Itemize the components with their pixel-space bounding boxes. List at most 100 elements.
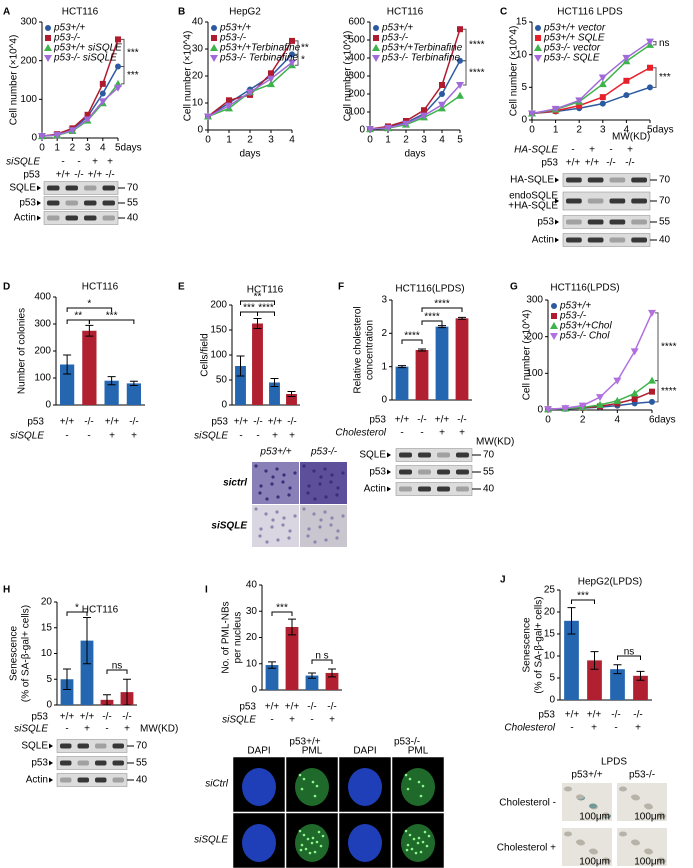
y-tick-label: 0 bbox=[197, 125, 203, 136]
pml-body bbox=[419, 794, 423, 798]
pml-body bbox=[321, 834, 325, 838]
condition-value: + bbox=[131, 431, 137, 442]
y-tick-label: 50 bbox=[216, 375, 228, 386]
blot-band bbox=[609, 198, 626, 204]
point bbox=[288, 59, 296, 67]
error-bar bbox=[63, 354, 72, 375]
legend-marker bbox=[45, 25, 51, 31]
x-tick-label: 0 bbox=[39, 143, 45, 154]
blot-label: p53 bbox=[19, 198, 36, 209]
significance-bracket bbox=[271, 611, 293, 616]
blot-band bbox=[65, 200, 78, 206]
blot-label: endoSQLE bbox=[509, 191, 558, 202]
pml-body bbox=[313, 794, 317, 798]
bar bbox=[104, 380, 119, 405]
pml-body bbox=[317, 830, 321, 834]
y-tick-label: 100 bbox=[210, 350, 227, 361]
condition-label: HA-SQLE bbox=[514, 145, 558, 156]
blot-band bbox=[631, 177, 647, 183]
legend-label: p53+/+ siSQLE bbox=[53, 43, 122, 54]
cell bbox=[318, 482, 322, 486]
blot-band bbox=[609, 177, 626, 183]
scale-label: 100μm bbox=[579, 857, 610, 868]
cell bbox=[259, 527, 263, 531]
blot-band bbox=[102, 200, 115, 206]
significance-bracket bbox=[295, 53, 299, 66]
significance-bracket bbox=[653, 67, 657, 88]
significance-bracket bbox=[240, 300, 275, 305]
mw-header: MW(KD) bbox=[476, 437, 514, 448]
condition-value: -/- bbox=[457, 415, 466, 426]
x-tick-label: 6days bbox=[649, 415, 676, 426]
x-tick-label: 1 bbox=[226, 135, 232, 146]
y-tick-label: 15 bbox=[544, 629, 556, 640]
cell bbox=[602, 857, 610, 863]
legend-marker bbox=[211, 35, 217, 41]
mw-label: 55 bbox=[483, 467, 495, 478]
pml-body bbox=[410, 847, 414, 851]
blot-band bbox=[60, 760, 72, 766]
mw-label: 40 bbox=[483, 484, 495, 495]
condition-label: siSQLE bbox=[10, 431, 44, 442]
image-column-label: p53-/- bbox=[310, 447, 338, 458]
legend-label: p53-/- Terbinafine bbox=[381, 53, 460, 64]
line-series bbox=[41, 83, 119, 137]
condition-value: +/+ bbox=[265, 702, 280, 713]
cell bbox=[281, 523, 285, 527]
condition-value: -/- bbox=[611, 710, 620, 721]
condition-value: -/- bbox=[129, 417, 138, 428]
y-tick-label: 0 bbox=[251, 685, 257, 696]
error-bar bbox=[636, 670, 645, 681]
mw-label: 70 bbox=[127, 183, 139, 194]
condition-value: +/+ bbox=[60, 417, 75, 428]
point bbox=[114, 84, 122, 92]
significance-label: *** bbox=[127, 70, 139, 81]
legend-marker bbox=[210, 55, 218, 62]
condition-value: -/- bbox=[327, 702, 336, 713]
cell bbox=[293, 471, 297, 475]
significance-label: * bbox=[87, 299, 91, 310]
point bbox=[631, 396, 638, 402]
cell bbox=[644, 848, 652, 854]
cell bbox=[281, 480, 285, 484]
significance-bracket bbox=[655, 312, 659, 382]
y-tick-label: 0 bbox=[537, 405, 543, 416]
x-tick-label: 3 bbox=[268, 135, 274, 146]
y-axis-label: Cells/field bbox=[200, 333, 211, 376]
cell bbox=[312, 512, 316, 516]
point bbox=[99, 80, 106, 87]
scale-label: 100μm bbox=[236, 757, 267, 768]
cell bbox=[282, 516, 286, 520]
point bbox=[267, 75, 275, 83]
cell bbox=[259, 484, 263, 488]
y-tick-label: 400 bbox=[34, 292, 51, 303]
cell bbox=[330, 516, 334, 520]
bar bbox=[435, 326, 449, 400]
cell bbox=[276, 538, 280, 542]
blot-label: p53 bbox=[31, 758, 48, 769]
point bbox=[402, 120, 410, 128]
cell bbox=[324, 495, 328, 499]
condition-label: p53 bbox=[31, 712, 48, 723]
y-tick-label: 500 bbox=[348, 35, 365, 46]
bar bbox=[286, 394, 297, 405]
legend-marker bbox=[550, 333, 558, 340]
blot-band bbox=[609, 237, 626, 243]
x-tick-label: 0 bbox=[545, 415, 551, 426]
point bbox=[457, 26, 463, 33]
x-tick-label: 1 bbox=[54, 143, 60, 154]
scale-label: 100μm bbox=[289, 813, 320, 824]
y-tick-label: 600 bbox=[348, 17, 365, 28]
cell bbox=[602, 812, 610, 818]
cell bbox=[564, 831, 572, 837]
y-tick-label: 1 bbox=[381, 361, 387, 372]
condition-label: siSQLE bbox=[6, 157, 40, 168]
x-tick-label: 4 bbox=[624, 125, 630, 136]
y-axis-label: Cell number (×10^4) bbox=[343, 31, 354, 122]
y-tick-label: 10 bbox=[516, 49, 528, 60]
cell bbox=[318, 525, 322, 529]
y-axis-label: Number of colonies bbox=[17, 308, 28, 394]
y-tick-label: 150 bbox=[210, 325, 227, 336]
pml-body bbox=[406, 843, 410, 847]
y-axis-label: concentration bbox=[365, 320, 376, 380]
